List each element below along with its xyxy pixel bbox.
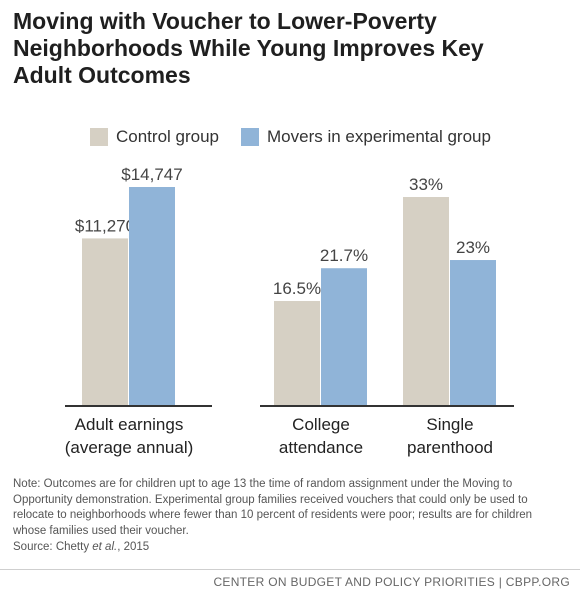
data-label: 33%	[409, 175, 443, 194]
category-label: (average annual)	[65, 438, 194, 457]
bar-control	[274, 301, 320, 405]
legend-label-control: Control group	[116, 127, 220, 146]
data-label: $11,270	[75, 216, 135, 235]
data-label: $14,747	[121, 165, 182, 184]
legend: Control group Movers in experimental gro…	[90, 126, 513, 148]
bar-movers	[450, 260, 496, 405]
bar-movers	[129, 187, 175, 405]
title-line: Neighborhoods While Young Improves Key	[13, 35, 484, 61]
bar-chart: $11,270 $14,747 Adult earnings (average ann…	[65, 165, 514, 457]
footer-credit: CENTER ON BUDGET AND POLICY PRIORITIES |…	[213, 575, 570, 589]
legend-label-movers: Movers in experimental group	[267, 127, 491, 146]
category-label: attendance	[279, 438, 363, 457]
legend-swatch-control	[90, 128, 108, 146]
category-label: Adult earnings	[75, 415, 184, 434]
category-label: parenthood	[407, 438, 493, 457]
legend-swatch-movers	[241, 128, 260, 146]
title-line: Moving with Voucher to Lower-Poverty	[13, 8, 437, 34]
source-prefix: Source: Chetty	[13, 541, 93, 553]
category-label: Single	[426, 415, 473, 434]
category-label: College	[292, 415, 350, 434]
data-label: 23%	[456, 238, 490, 257]
source-suffix: , 2015	[117, 541, 150, 553]
title-line: Adult Outcomes	[13, 62, 191, 88]
legend-item-control: Control group	[90, 127, 219, 147]
legend-item-movers: Movers in experimental group	[241, 127, 491, 147]
data-label: 16.5%	[273, 279, 321, 298]
bar-movers	[321, 268, 367, 405]
chart-title: Moving with Voucher to Lower-Poverty Nei…	[13, 8, 568, 89]
source-italic: et al.	[92, 541, 118, 553]
data-label: 21.7%	[320, 246, 368, 265]
source-text: Source: Chetty et al., 2015	[13, 541, 149, 553]
bar-control	[82, 238, 128, 405]
bar-control	[403, 197, 449, 405]
footer-divider	[0, 569, 580, 570]
note-text: Note: Outcomes are for children upt to a…	[13, 478, 533, 537]
